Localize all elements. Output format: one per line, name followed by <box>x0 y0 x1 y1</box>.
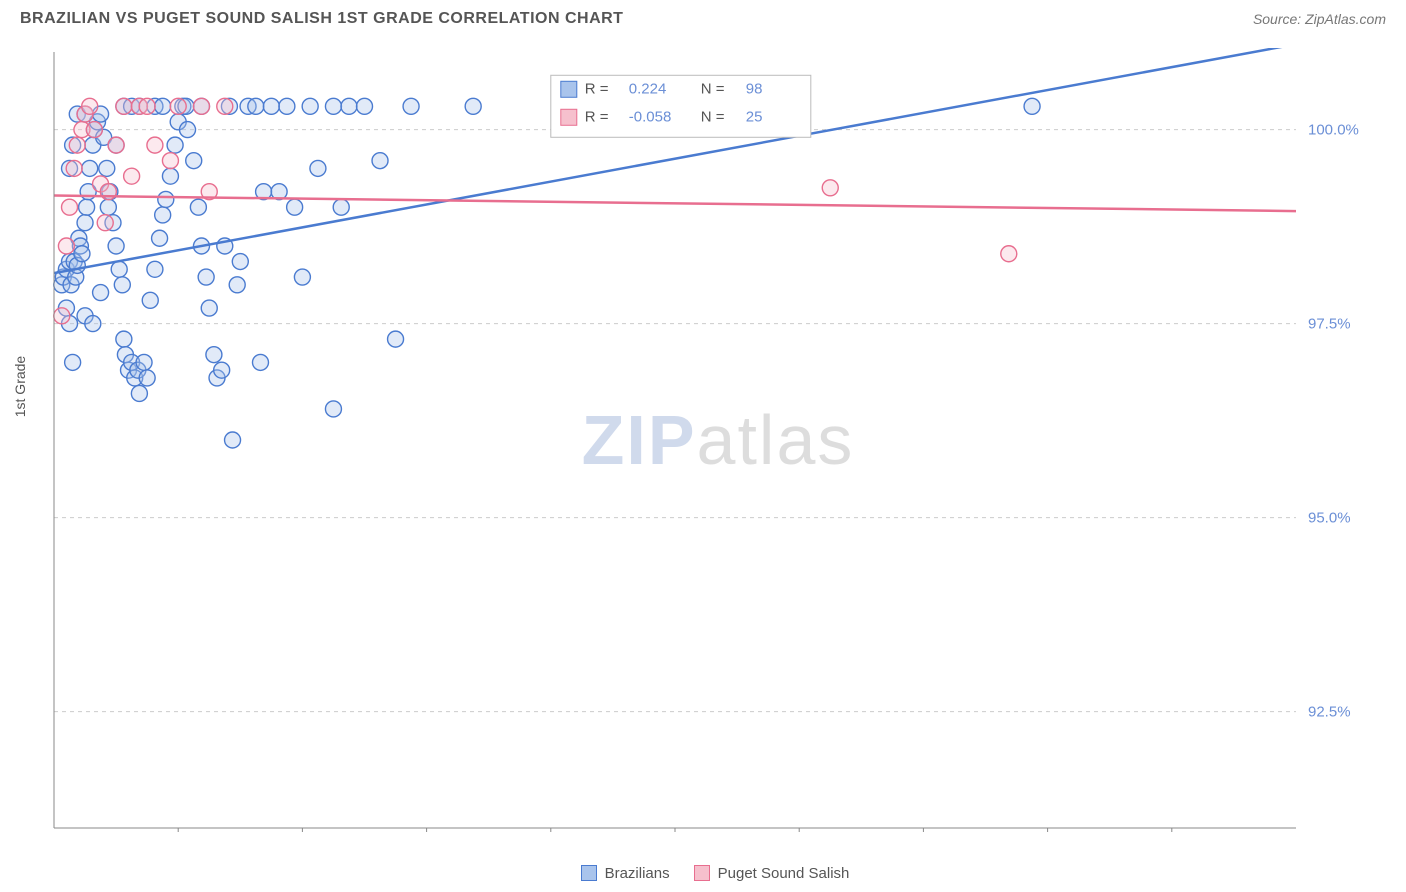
legend-label: Puget Sound Salish <box>718 865 850 882</box>
data-point <box>325 401 341 417</box>
data-point <box>333 199 349 215</box>
y-tick-label: 95.0% <box>1308 510 1351 527</box>
data-point <box>403 98 419 114</box>
data-point <box>232 254 248 270</box>
data-point <box>152 230 168 246</box>
data-point <box>170 98 186 114</box>
data-point <box>99 160 115 176</box>
data-point <box>357 98 373 114</box>
svg-text:25: 25 <box>746 108 763 125</box>
data-point <box>372 153 388 169</box>
data-point <box>111 261 127 277</box>
data-point <box>142 292 158 308</box>
data-point <box>248 98 264 114</box>
data-point <box>136 354 152 370</box>
chart-title: BRAZILIAN VS PUGET SOUND SALISH 1ST GRAD… <box>20 10 623 28</box>
legend-swatch <box>581 865 597 881</box>
data-point <box>77 215 93 231</box>
data-point <box>139 370 155 386</box>
data-point <box>79 199 95 215</box>
data-point <box>822 180 838 196</box>
data-point <box>62 199 78 215</box>
legend-swatch <box>694 865 710 881</box>
data-point <box>214 362 230 378</box>
data-point <box>190 199 206 215</box>
data-point <box>193 98 209 114</box>
data-point <box>116 331 132 347</box>
data-point <box>86 122 102 138</box>
y-tick-label: 97.5% <box>1308 316 1351 333</box>
data-point <box>155 207 171 223</box>
data-point <box>206 347 222 363</box>
svg-text:98: 98 <box>746 80 763 97</box>
data-point <box>66 160 82 176</box>
data-point <box>147 261 163 277</box>
data-point <box>108 137 124 153</box>
data-point <box>180 122 196 138</box>
data-point <box>186 153 202 169</box>
bottom-legend: Brazilians Puget Sound Salish <box>0 865 1406 882</box>
scatter-chart: 92.5%95.0%97.5%100.0%0.0%80.0%R =0.224N … <box>50 48 1386 832</box>
data-point <box>82 98 98 114</box>
data-point <box>465 98 481 114</box>
data-point <box>162 168 178 184</box>
svg-text:0.224: 0.224 <box>629 80 667 97</box>
data-point <box>108 238 124 254</box>
source-label: Source: ZipAtlas.com <box>1253 11 1386 27</box>
data-point <box>302 98 318 114</box>
y-tick-label: 92.5% <box>1308 704 1351 721</box>
data-point <box>287 199 303 215</box>
data-point <box>69 137 85 153</box>
data-point <box>116 98 132 114</box>
svg-text:N =: N = <box>701 108 725 125</box>
data-point <box>54 308 70 324</box>
svg-text:R =: R = <box>585 108 609 125</box>
data-point <box>201 300 217 316</box>
data-point <box>388 331 404 347</box>
data-point <box>167 137 183 153</box>
data-point <box>58 238 74 254</box>
data-point <box>100 199 116 215</box>
data-point <box>74 246 90 262</box>
data-point <box>65 354 81 370</box>
data-point <box>97 215 113 231</box>
data-point <box>147 137 163 153</box>
trend-line <box>54 196 1296 212</box>
data-point <box>155 98 171 114</box>
data-point <box>263 98 279 114</box>
data-point <box>124 168 140 184</box>
data-point <box>131 385 147 401</box>
data-point <box>139 98 155 114</box>
data-point <box>252 354 268 370</box>
data-point <box>225 432 241 448</box>
data-point <box>158 191 174 207</box>
data-point <box>93 285 109 301</box>
data-point <box>114 277 130 293</box>
data-point <box>279 98 295 114</box>
y-axis-label: 1st Grade <box>12 356 28 417</box>
svg-text:R =: R = <box>585 80 609 97</box>
svg-text:N =: N = <box>701 80 725 97</box>
data-point <box>217 98 233 114</box>
legend-label: Brazilians <box>605 865 670 882</box>
data-point <box>198 269 214 285</box>
data-point <box>325 98 341 114</box>
data-point <box>1024 98 1040 114</box>
y-tick-label: 100.0% <box>1308 122 1359 139</box>
data-point <box>1001 246 1017 262</box>
data-point <box>229 277 245 293</box>
svg-text:-0.058: -0.058 <box>629 108 672 125</box>
data-point <box>341 98 357 114</box>
data-point <box>310 160 326 176</box>
data-point <box>294 269 310 285</box>
plot-area: 1st Grade 92.5%95.0%97.5%100.0%0.0%80.0%… <box>50 48 1386 832</box>
data-point <box>82 160 98 176</box>
data-point <box>162 153 178 169</box>
stats-legend: R = 0.224 N = 98 R = -0.058 N = 25 <box>551 75 811 137</box>
data-point <box>85 316 101 332</box>
